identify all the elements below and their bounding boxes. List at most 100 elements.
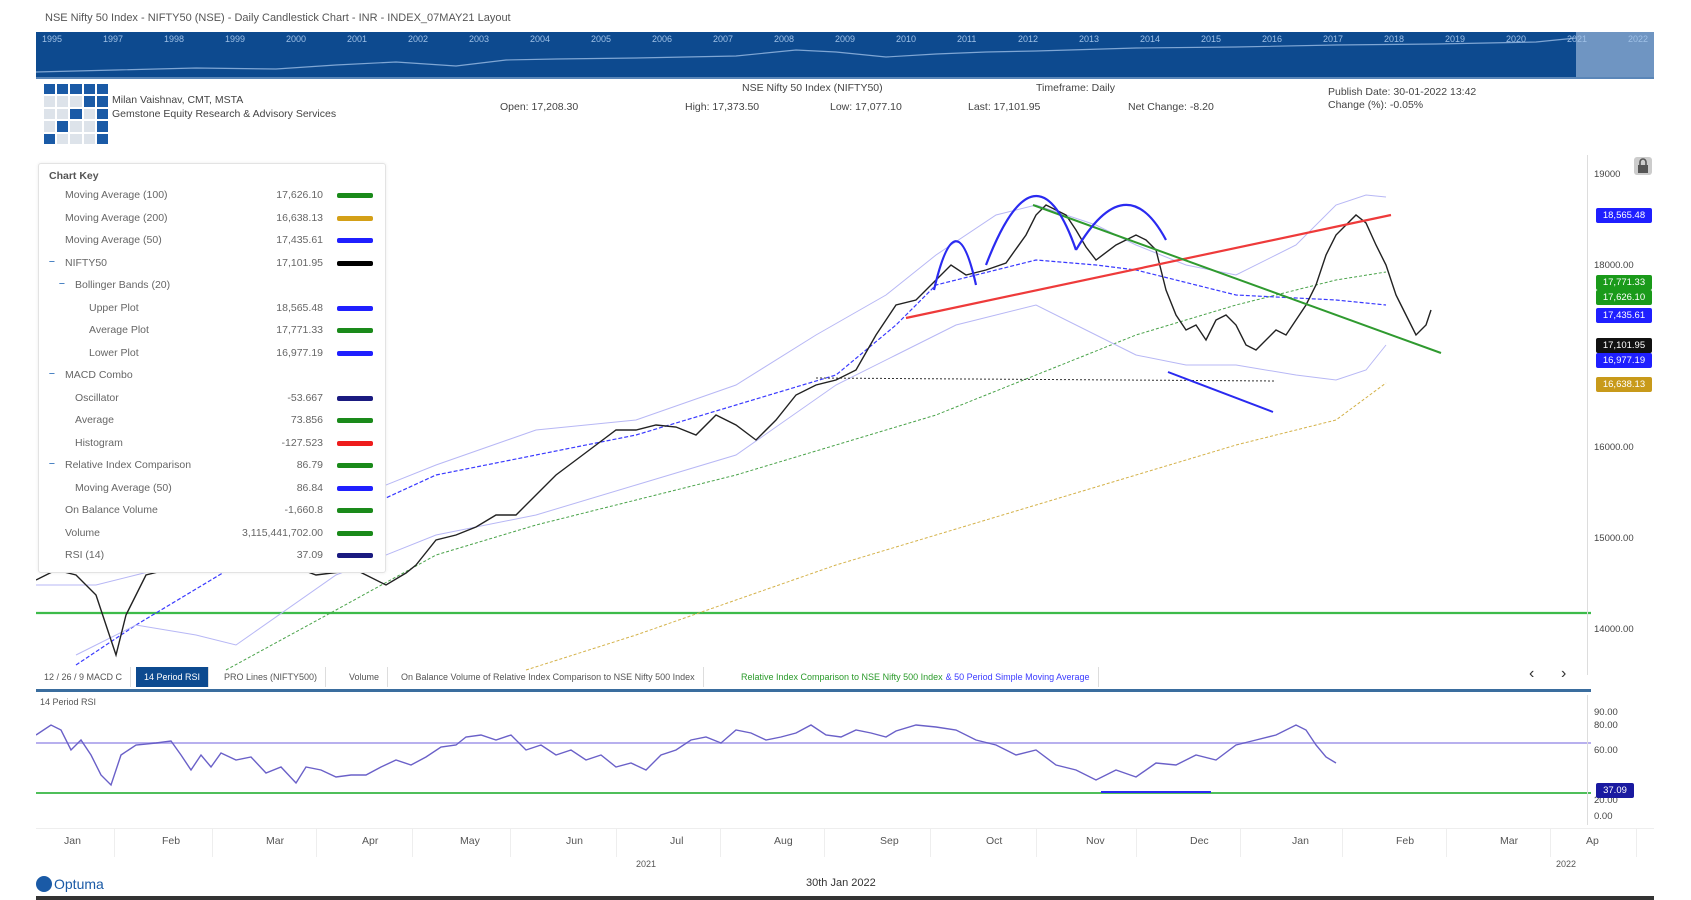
chart-key-label: Upper Plot: [89, 301, 139, 314]
chart-key-row[interactable]: Average Plot 17,771.33: [39, 321, 385, 341]
indicator-tab[interactable]: 12 / 26 / 9 MACD C: [36, 667, 132, 687]
indicator-tab[interactable]: Volume: [341, 667, 389, 687]
color-swatch[interactable]: [337, 440, 373, 446]
color-swatch[interactable]: [337, 463, 373, 468]
overview-year-label: 2013: [1079, 34, 1100, 44]
chart-key-row[interactable]: – NIFTY50 17,101.95: [39, 254, 385, 274]
month-label: Feb: [162, 835, 181, 847]
chart-key-label: Average Plot: [89, 324, 149, 336]
overview-year-label: 2020: [1506, 34, 1527, 44]
chart-key-row[interactable]: Upper Plot 18,565.48: [39, 299, 385, 319]
color-swatch[interactable]: [337, 508, 373, 513]
color-swatch[interactable]: [337, 418, 373, 423]
month-divider: [510, 829, 511, 857]
indicator-tab[interactable]: Relative Index Comparison to NSE Nifty 5…: [733, 667, 1099, 687]
chart-key-row[interactable]: Moving Average (200) 16,638.13: [39, 209, 385, 229]
tab-next-button[interactable]: ›: [1561, 665, 1567, 682]
tab-label: Relative Index Comparison to NSE Nifty 5…: [741, 672, 943, 682]
chart-key-label: Relative Index Comparison: [65, 459, 192, 471]
chart-key-label: Histogram: [75, 436, 123, 449]
time-axis[interactable]: Jan Feb Mar Apr May Jun Jul Aug Sep Oct Nov Dec Jan F…: [36, 828, 1654, 879]
price-badge: 16,977.19: [1596, 353, 1652, 368]
chart-key-value: -1,660.8: [284, 504, 323, 516]
collapse-toggle-icon[interactable]: –: [49, 254, 55, 267]
price-axis[interactable]: 19000 18000.00 16000.00 15000.00 14000.00 18,…: [1587, 155, 1655, 675]
overview-year-label: 1997: [103, 34, 124, 44]
chart-key-row[interactable]: Moving Average (50) 86.84: [39, 479, 385, 499]
chart-key-value: 86.79: [296, 459, 323, 471]
month-label: Nov: [1086, 835, 1105, 847]
overview-year-label: 2006: [652, 34, 673, 44]
month-divider: [930, 829, 931, 857]
rsi-chart[interactable]: [36, 695, 1591, 825]
overview-year-label: 2007: [713, 34, 734, 44]
chart-key-value: -53.667: [287, 391, 323, 404]
color-swatch[interactable]: [337, 193, 373, 198]
green-trendline: [1032, 204, 1442, 354]
chart-key-row[interactable]: Average 73.856: [39, 411, 385, 431]
color-swatch[interactable]: [337, 260, 373, 266]
color-swatch[interactable]: [337, 238, 373, 243]
optuma-brand: Optuma: [54, 876, 104, 892]
chart-key-label: Lower Plot: [89, 346, 139, 359]
collapse-toggle-icon[interactable]: –: [49, 367, 55, 379]
collapse-toggle-icon[interactable]: –: [59, 277, 65, 289]
chart-key-row[interactable]: Lower Plot 16,977.19: [39, 344, 385, 364]
gemstone-logo: [44, 84, 108, 144]
color-swatch[interactable]: [337, 485, 373, 491]
indicator-tab[interactable]: PRO Lines (NIFTY500): [216, 667, 327, 687]
overview-selection[interactable]: [1576, 32, 1654, 77]
chart-key-label: Moving Average (100): [65, 189, 168, 201]
chart-key-row[interactable]: Moving Average (50) 17,435.61: [39, 231, 385, 251]
color-swatch[interactable]: [337, 215, 373, 221]
overview-year-label: 2021: [1567, 34, 1588, 44]
color-swatch[interactable]: [337, 553, 373, 558]
tab-prev-button[interactable]: ‹: [1529, 665, 1535, 682]
overview-year-label: 2008: [774, 34, 795, 44]
chart-key-row[interactable]: – MACD Combo: [39, 366, 385, 386]
rsi-current-badge: 37.09: [1596, 783, 1634, 798]
rsi-tick-label: 90.00: [1594, 707, 1618, 718]
collapse-toggle-icon[interactable]: –: [49, 457, 55, 469]
month-divider: [1136, 829, 1137, 857]
chart-key-row[interactable]: On Balance Volume -1,660.8: [39, 501, 385, 521]
month-label: Jun: [566, 835, 583, 847]
color-swatch[interactable]: [337, 530, 373, 536]
rsi-title: 14 Period RSI: [40, 697, 97, 707]
chart-key-panel[interactable]: Chart Key Moving Average (100) 17,626.10 M…: [38, 163, 386, 573]
month-label: Ap: [1586, 835, 1599, 847]
chart-key-row[interactable]: – Bollinger Bands (20): [39, 276, 385, 296]
price-tick-label: 15000.00: [1594, 533, 1634, 544]
overview-navigator[interactable]: 1995 1997 1998 1999 2000 2001 2002 2003 2004 2005…: [36, 32, 1654, 79]
chart-key-row[interactable]: Moving Average (100) 17,626.10: [39, 186, 385, 206]
chart-key-row[interactable]: Histogram -127.523: [39, 434, 385, 454]
chart-key-label: Moving Average (50): [75, 481, 172, 494]
indicator-tabs: ‹ › 12 / 26 / 9 MACD C 14 Period RSI PRO L…: [36, 665, 1591, 692]
chart-key-value: 16,977.19: [276, 346, 323, 359]
rsi-axis[interactable]: 90.00 80.00 60.00 20.00 0.00 37.09: [1587, 695, 1655, 825]
price-tick-label: 14000.00: [1594, 624, 1634, 635]
indicator-tab[interactable]: On Balance Volume of Relative Index Comp…: [393, 667, 704, 687]
month-divider: [1342, 829, 1343, 857]
indicator-tab[interactable]: 14 Period RSI: [136, 667, 210, 687]
chart-key-row[interactable]: Oscillator -53.667: [39, 389, 385, 409]
overview-year-label: 2017: [1323, 34, 1344, 44]
chart-key-label: Oscillator: [75, 391, 119, 404]
month-divider: [114, 829, 115, 857]
price-badge: 17,101.95: [1596, 338, 1652, 353]
chart-key-row[interactable]: – Relative Index Comparison 86.79: [39, 456, 385, 476]
month-divider: [824, 829, 825, 857]
color-swatch[interactable]: [337, 305, 373, 311]
chart-key-value: 17,626.10: [276, 189, 323, 201]
tab-label: 12 / 26 / 9 MACD C: [44, 672, 123, 682]
color-swatch[interactable]: [337, 328, 373, 333]
overview-year-label: 2004: [530, 34, 551, 44]
color-swatch[interactable]: [337, 395, 373, 401]
color-swatch[interactable]: [337, 350, 373, 356]
chart-key-value: 3,115,441,702.00: [242, 526, 323, 539]
chart-key-row[interactable]: Volume 3,115,441,702.00: [39, 524, 385, 544]
chart-key-row[interactable]: RSI (14) 37.09: [39, 546, 385, 566]
price-badge: 16,638.13: [1596, 377, 1652, 392]
lock-icon[interactable]: [1634, 157, 1652, 175]
chart-key-value: 37.09: [296, 549, 323, 561]
